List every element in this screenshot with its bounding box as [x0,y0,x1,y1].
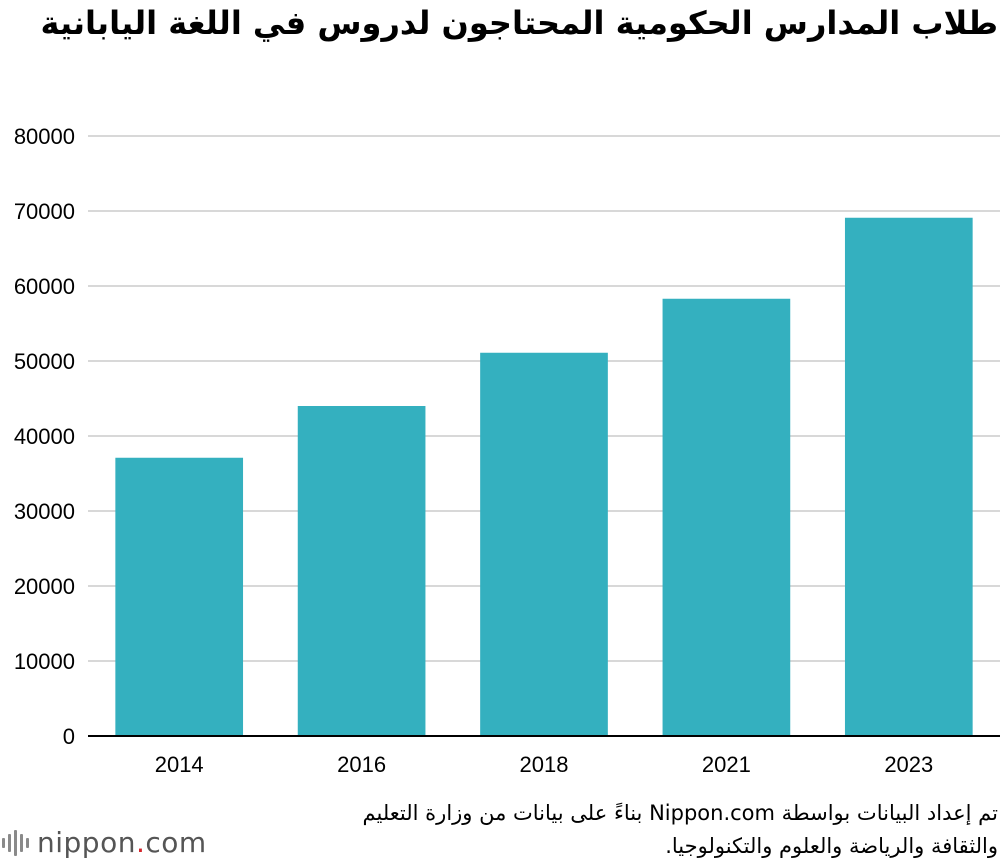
y-tick-label: 40000 [14,424,75,449]
x-tick-label: 2016 [337,752,386,777]
y-tick-label: 10000 [14,649,75,674]
y-axis-tick-labels: 0 10000 20000 30000 40000 50000 60000 70000 8000… [14,124,75,749]
y-tick-label: 20000 [14,574,75,599]
y-tick-label: 0 [63,724,75,749]
bar-2016 [297,406,426,736]
logo-domain: com [145,826,207,859]
bars [115,217,973,736]
bar-2018 [480,352,608,736]
x-tick-label: 2021 [702,752,751,777]
bar-chart: 0 10000 20000 30000 40000 50000 60000 70000 8000… [14,124,1000,777]
chart-title: طلاب المدارس الحكومية المحتاجون لدروس في… [40,4,998,42]
x-tick-label: 2014 [155,752,204,777]
x-tick-label: 2018 [520,752,569,777]
y-tick-label: 60000 [14,274,75,299]
logo-dot: . [135,826,146,859]
nippon-logo: nippon.com [2,826,207,859]
x-axis-tick-labels: 2014 2016 2018 2021 2023 [155,752,934,777]
y-tick-label: 70000 [14,199,75,224]
y-tick-label: 30000 [14,499,75,524]
logo-name: nippon [37,826,136,859]
y-tick-label: 50000 [14,349,75,374]
bar-2021 [662,298,791,736]
source-note: تم إعداد البيانات بواسطة Nippon.com بناء… [362,801,998,858]
y-tick-label: 80000 [14,124,75,149]
x-tick-label: 2023 [884,752,933,777]
logo-bars-icon [2,829,29,856]
bar-2014 [115,457,244,736]
logo-text: nippon.com [37,826,207,859]
bar-2023 [844,217,973,736]
